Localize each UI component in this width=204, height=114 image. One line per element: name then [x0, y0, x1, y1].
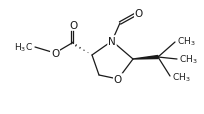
Text: O: O — [69, 21, 77, 31]
Text: O: O — [135, 9, 143, 19]
Text: O: O — [51, 49, 59, 58]
Text: CH$_3$: CH$_3$ — [177, 35, 196, 48]
Text: O: O — [114, 74, 122, 84]
Polygon shape — [133, 56, 158, 60]
Text: N: N — [108, 37, 116, 47]
Text: CH$_3$: CH$_3$ — [172, 71, 191, 84]
Text: CH$_3$: CH$_3$ — [179, 53, 198, 66]
Text: H$_3$C: H$_3$C — [14, 41, 33, 54]
